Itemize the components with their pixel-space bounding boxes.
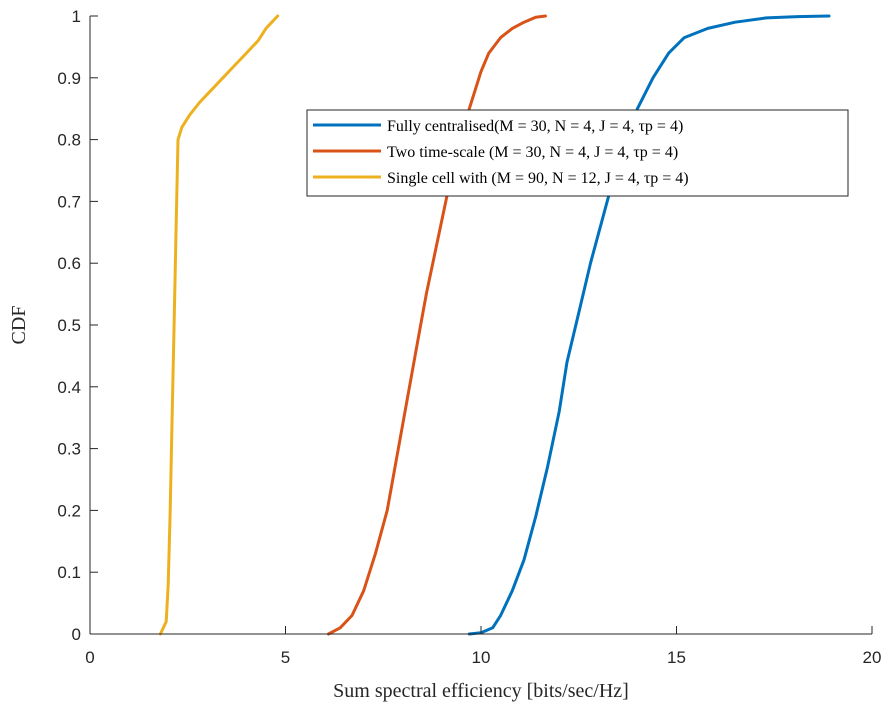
y-tick-label: 0.1: [57, 563, 81, 582]
legend-label-3: Single cell with (M = 90, N = 12, J = 4,…: [387, 170, 689, 187]
plot-area: [90, 16, 872, 634]
y-axis-title: CDF: [8, 306, 30, 345]
legend-box: [306, 109, 849, 197]
legend-label-2: Two time-scale (M = 30, N = 4, J = 4, τp…: [387, 144, 678, 161]
y-tick-label: 0.9: [57, 69, 81, 88]
y-tick-label: 0.8: [57, 131, 81, 150]
ticks-layer: 0 5 10 15 20 0 0.1 0.2 0.3 0.4 0.5 0.6 0.7 0.8 0.9 1: [57, 7, 881, 667]
x-tick-label: 20: [863, 648, 882, 667]
series-line-1: [467, 14, 831, 636]
x-tick-label: 10: [472, 648, 491, 667]
y-tick-label: 0.2: [57, 501, 81, 520]
y-tick-label: 0.5: [57, 316, 81, 335]
y-tick-label: 0.7: [57, 192, 81, 211]
y-tick-label: 0.4: [57, 378, 81, 397]
x-tick-label: 0: [85, 648, 94, 667]
series-line-3: [158, 14, 280, 636]
y-tick-label: 0.3: [57, 440, 81, 459]
x-axis-title: Sum spectral efficiency [bits/sec/Hz]: [333, 680, 629, 702]
y-tick-label: 1: [72, 7, 81, 26]
x-tick-label: 5: [281, 648, 290, 667]
legend: Fully centralised(M = 30, N = 4, J = 4, …: [306, 109, 849, 197]
legend-label-1: Fully centralised(M = 30, N = 4, J = 4, …: [387, 118, 683, 135]
x-tick-label: 15: [667, 648, 686, 667]
y-tick-label: 0.6: [57, 254, 81, 273]
series-layer: [158, 14, 831, 636]
series-line-2: [327, 14, 547, 636]
y-tick-label: 0: [72, 625, 81, 644]
